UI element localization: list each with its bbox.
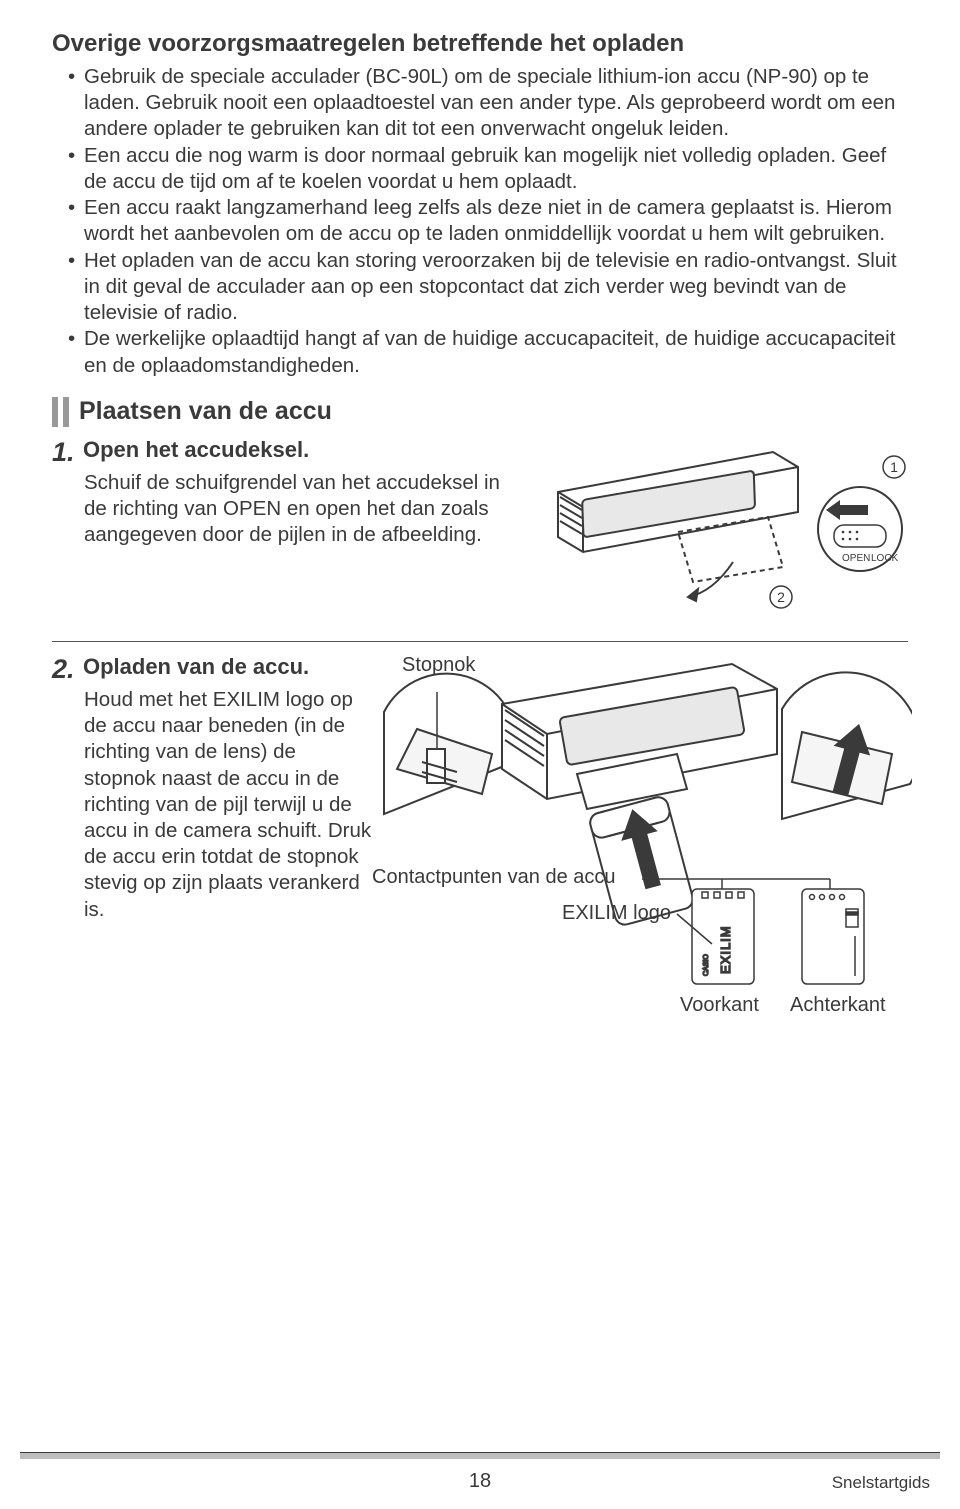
step-description: Houd met het EXILIM logo op de accu naar… xyxy=(52,687,372,923)
step-title: Opladen van de accu. xyxy=(83,654,309,679)
svg-text:LOCK: LOCK xyxy=(871,553,899,564)
illustration-insert-battery: EXILIM CASIO Stopnok Contactpunten van d… xyxy=(382,654,908,1024)
section-bars-icon xyxy=(52,397,69,427)
illustration-open-cover: 2 OPEN LOCK 1 xyxy=(538,437,908,627)
svg-text:EXILIM: EXILIM xyxy=(718,925,733,974)
label-contacts: Contactpunten van de accu xyxy=(372,866,616,889)
label-stopnok: Stopnok xyxy=(402,654,475,677)
section-heading-row: Plaatsen van de accu xyxy=(52,397,908,427)
label-exilim-logo: EXILIM logo xyxy=(562,902,671,925)
label-back: Achterkant xyxy=(790,994,886,1017)
precaution-list: Gebruik de speciale acculader (BC-90L) o… xyxy=(52,64,908,379)
section-heading: Plaatsen van de accu xyxy=(79,397,332,426)
step-2: 2. Opladen van de accu. Houd met het EXI… xyxy=(52,654,908,1024)
main-heading: Overige voorzorgsmaatregelen betreffende… xyxy=(52,30,908,58)
step-number: 1. xyxy=(52,437,75,468)
svg-text:2: 2 xyxy=(777,589,785,605)
svg-text:CASIO: CASIO xyxy=(703,953,710,975)
page-number: 18 xyxy=(469,1470,491,1493)
label-front: Voorkant xyxy=(680,994,759,1017)
step-number: 2. xyxy=(52,654,75,685)
footer-bar xyxy=(20,1452,940,1459)
step-title: Open het accudeksel. xyxy=(83,437,309,462)
list-item: Het opladen van de accu kan storing vero… xyxy=(68,248,908,327)
list-item: De werkelijke oplaadtijd hangt af van de… xyxy=(68,326,908,378)
divider xyxy=(52,641,908,642)
list-item: Een accu raakt langzamerhand leeg zelfs … xyxy=(68,195,908,247)
footer-label: Snelstartgids xyxy=(832,1473,930,1493)
list-item: Een accu die nog warm is door normaal ge… xyxy=(68,143,908,195)
svg-text:1: 1 xyxy=(890,459,898,475)
step-1: 1. Open het accudeksel. Schuif de schuif… xyxy=(52,437,908,627)
svg-text:OPEN: OPEN xyxy=(842,553,870,564)
step-description: Schuif de schuifgrendel van het accudeks… xyxy=(52,470,526,549)
list-item: Gebruik de speciale acculader (BC-90L) o… xyxy=(68,64,908,143)
